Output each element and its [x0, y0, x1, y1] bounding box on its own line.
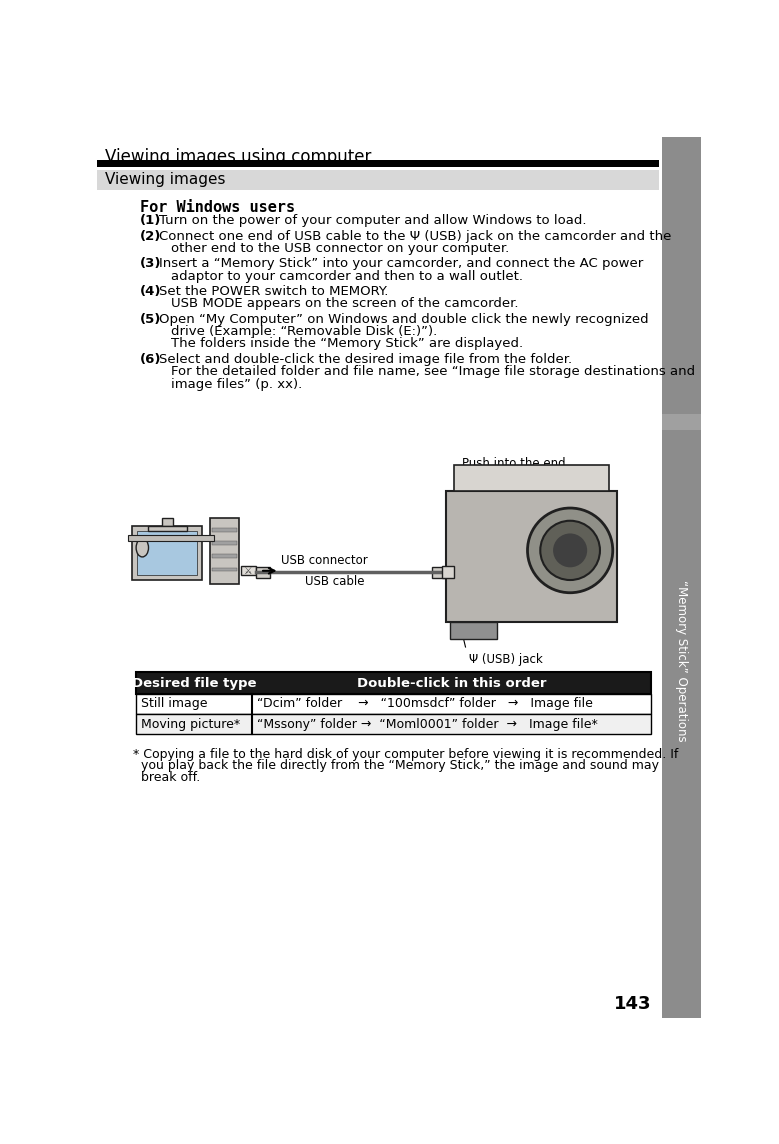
Text: ⚔: ⚔	[244, 566, 253, 575]
Bar	[661, 137, 701, 1018]
Text: “Memory Stick” Operations: “Memory Stick” Operations	[675, 580, 688, 741]
Bar	[661, 414, 701, 430]
Ellipse shape	[136, 539, 149, 557]
Bar	[132, 526, 202, 580]
Bar	[212, 529, 237, 532]
Bar	[148, 526, 186, 531]
Text: Moving picture*: Moving picture*	[141, 717, 240, 731]
Text: (2): (2)	[140, 230, 161, 243]
Bar	[432, 567, 446, 578]
Text: Still image: Still image	[141, 698, 207, 710]
Text: For the detailed folder and file name, see “Image file storage destinations and: For the detailed folder and file name, s…	[171, 365, 695, 379]
Bar	[212, 555, 237, 558]
Bar	[136, 694, 650, 714]
Bar	[162, 518, 173, 526]
Bar	[446, 492, 617, 622]
Text: drive (Example: “Removable Disk (E:)”).: drive (Example: “Removable Disk (E:)”).	[171, 325, 437, 339]
Text: (1): (1)	[140, 214, 161, 228]
Text: Push into the end: Push into the end	[462, 456, 566, 470]
Text: Viewing images using computer: Viewing images using computer	[105, 148, 372, 166]
Text: Turn on the power of your computer and allow Windows to load.: Turn on the power of your computer and a…	[159, 214, 586, 228]
Text: For Windows users: For Windows users	[140, 200, 295, 215]
Text: Connect one end of USB cable to the Ψ (USB) jack on the camcorder and the: Connect one end of USB cable to the Ψ (U…	[159, 230, 671, 243]
Text: “Mssony” folder →  “Moml0001” folder  →   Image file*: “Mssony” folder → “Moml0001” folder → Im…	[257, 717, 597, 731]
Bar	[212, 541, 237, 546]
Bar	[136, 714, 650, 734]
Bar	[97, 169, 659, 190]
Text: 143: 143	[614, 994, 651, 1012]
Bar	[442, 566, 454, 579]
Bar	[241, 566, 256, 575]
Text: Select and double-click the desired image file from the folder.: Select and double-click the desired imag…	[159, 352, 572, 366]
Bar	[97, 160, 659, 167]
Bar	[136, 673, 650, 694]
Bar	[137, 531, 197, 575]
Bar	[256, 567, 270, 578]
Bar	[129, 534, 213, 541]
Text: USB connector: USB connector	[281, 554, 368, 567]
Text: (3): (3)	[140, 257, 161, 270]
Text: Insert a “Memory Stick” into your camcorder, and connect the AC power: Insert a “Memory Stick” into your camcor…	[159, 257, 643, 270]
Text: break off.: break off.	[133, 771, 200, 784]
Circle shape	[553, 533, 587, 567]
Bar	[210, 518, 239, 583]
Text: Viewing images: Viewing images	[105, 172, 226, 188]
Text: * Copying a file to the hard disk of your computer before viewing it is recommen: * Copying a file to the hard disk of you…	[133, 748, 679, 761]
Bar	[450, 622, 496, 639]
Text: (6): (6)	[140, 352, 161, 366]
Text: The folders inside the “Memory Stick” are displayed.: The folders inside the “Memory Stick” ar…	[171, 337, 523, 350]
Text: (4): (4)	[140, 285, 161, 299]
Text: Open “My Computer” on Windows and double click the newly recognized: Open “My Computer” on Windows and double…	[159, 312, 648, 326]
Text: “Dcim” folder    →   “100msdcf” folder   →   Image file: “Dcim” folder → “100msdcf” folder → Imag…	[257, 698, 593, 710]
Text: Desired file type: Desired file type	[132, 677, 256, 690]
Text: USB cable: USB cable	[305, 574, 365, 588]
Bar	[212, 567, 237, 571]
Bar	[454, 464, 609, 492]
Circle shape	[541, 521, 600, 580]
Text: adaptor to your camcorder and then to a wall outlet.: adaptor to your camcorder and then to a …	[171, 270, 523, 283]
Text: (5): (5)	[140, 312, 161, 326]
Text: you play back the file directly from the “Memory Stick,” the image and sound may: you play back the file directly from the…	[133, 760, 659, 772]
Text: other end to the USB connector on your computer.: other end to the USB connector on your c…	[171, 243, 509, 255]
Circle shape	[527, 508, 613, 593]
Text: image files” (p. xx).: image files” (p. xx).	[171, 378, 302, 390]
Text: Ψ (USB) jack: Ψ (USB) jack	[470, 653, 543, 666]
Text: Set the POWER switch to MEMORY.: Set the POWER switch to MEMORY.	[159, 285, 388, 299]
Text: Double-click in this order: Double-click in this order	[357, 677, 546, 690]
Text: USB MODE appears on the screen of the camcorder.: USB MODE appears on the screen of the ca…	[171, 297, 519, 310]
